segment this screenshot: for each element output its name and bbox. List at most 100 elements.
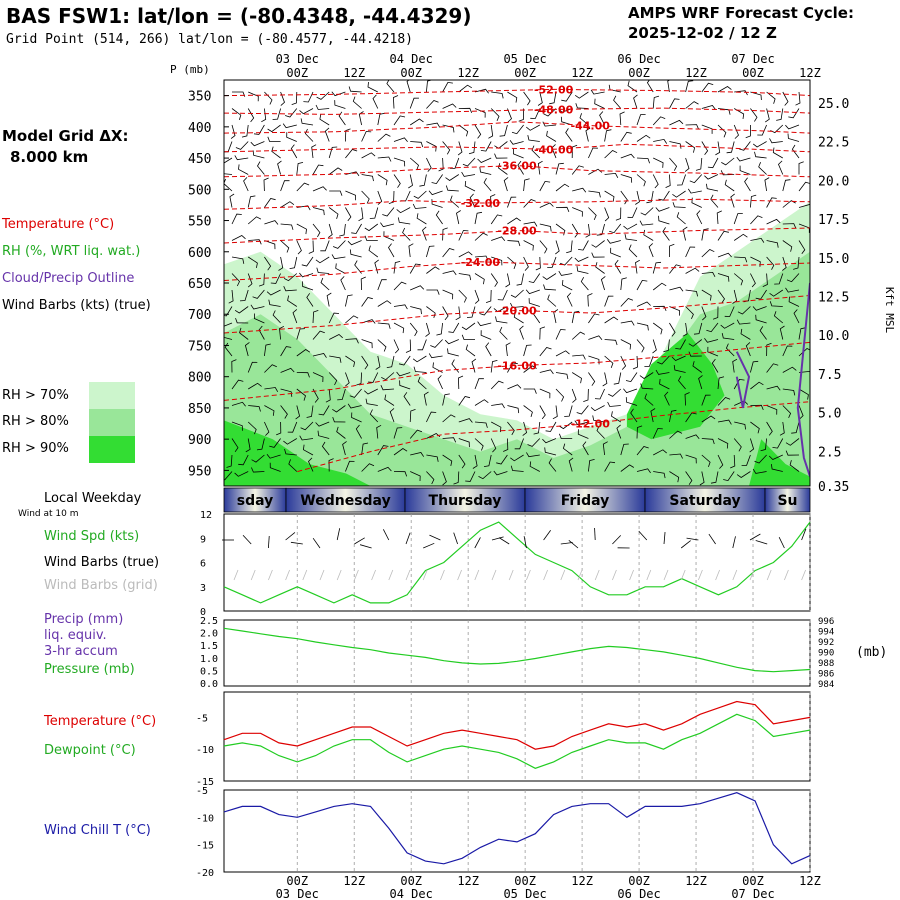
precip-tick-label: 1.5: [200, 641, 218, 652]
wind-barb: [566, 240, 573, 254]
wind-barb: [596, 425, 605, 439]
wind-barb: [448, 322, 460, 333]
wind-barb: [766, 385, 781, 391]
wind-barb: [789, 460, 800, 472]
wind-barb: [406, 80, 411, 93]
wind-barb: [505, 273, 511, 288]
wind-barb: [566, 292, 573, 307]
wind-barb: [636, 301, 651, 307]
wind-barb: [752, 306, 767, 311]
pressure-mb-tick-label: 990: [818, 649, 834, 659]
wind-barb: [507, 256, 517, 270]
wind-barb: [345, 207, 352, 222]
wind-barb: [652, 339, 657, 354]
wind-barb: [766, 91, 776, 104]
wind-barb: [235, 141, 249, 150]
wind-barb: [472, 454, 478, 469]
wind-barb: [733, 213, 743, 225]
height-tick-label: 25.0: [818, 97, 849, 112]
wind-barb: [571, 388, 577, 403]
wind-barb: [377, 322, 391, 329]
wind-barb: [555, 206, 570, 213]
wind-barb: [725, 343, 735, 357]
wind-barb: [361, 339, 373, 349]
wind-barb: [782, 179, 791, 192]
wind-barb: [224, 157, 233, 164]
wind-barb-true: [423, 542, 435, 549]
wind-barb: [306, 293, 314, 307]
wind-barb: [620, 174, 633, 183]
wind-barb-grid: [680, 569, 686, 581]
pressure-mb-tick-label: 992: [818, 638, 834, 648]
wind-barb: [555, 350, 570, 357]
wind-barb: [280, 201, 295, 208]
wind-barb: [546, 130, 557, 142]
wind-barb: [604, 129, 612, 142]
wind-barb: [571, 331, 585, 340]
time-tick-label-bottom: 00Z: [628, 874, 650, 888]
wind-barb-grid: [302, 569, 308, 581]
wind-barb: [717, 376, 725, 390]
legend-rh: RH (%, WRT liq. wat.): [2, 244, 141, 259]
wind-barb: [264, 364, 277, 373]
wind-barb: [393, 157, 406, 167]
temperature-contour: [224, 198, 810, 210]
wind-barb: [494, 141, 508, 149]
wind-barb: [764, 177, 770, 192]
wind-barb-grid: [766, 569, 772, 581]
weekday-label: Su: [777, 493, 797, 509]
wind-barb: [289, 256, 298, 269]
wind-barb: [239, 327, 249, 340]
wind-barb: [620, 339, 632, 350]
wind-barb: [701, 438, 715, 445]
wind-barb: [685, 454, 697, 464]
wind-barb: [640, 207, 654, 216]
temperature-contour-label: -20.00: [497, 304, 537, 317]
wind-barb: [706, 183, 719, 192]
wind-barb: [490, 438, 497, 453]
wind-barb: [465, 471, 476, 482]
wind-barb: [717, 230, 729, 241]
wind-barb: [785, 124, 800, 130]
wind-barb: [364, 223, 379, 232]
wind-chill-tick-label: -10: [196, 813, 214, 824]
wind-barb: [455, 306, 461, 321]
wind-barb: [750, 108, 758, 122]
wind-barb: [507, 91, 518, 103]
wind-barb: [393, 471, 408, 477]
wind-barb: [730, 193, 735, 208]
wind-barb: [682, 322, 688, 337]
wind-barb: [291, 91, 298, 105]
wind-speed-line: [223, 521, 811, 604]
wind-barb: [766, 218, 781, 225]
wind-barb-grid: [612, 569, 617, 581]
wind-barb: [490, 194, 496, 208]
wind-barb: [491, 236, 506, 241]
wind-barb: [630, 408, 638, 423]
wind-barb: [231, 213, 242, 225]
wind-barb: [734, 421, 746, 430]
wind-barb: [451, 359, 460, 373]
wind-barb: [607, 401, 621, 407]
pressure-tick-label: 750: [188, 339, 211, 354]
wind-barb: [608, 388, 622, 397]
wind-barb: [458, 289, 467, 303]
wind-barb: [752, 141, 767, 148]
pressure-mb-tick-label: 986: [818, 670, 834, 680]
wind-barb: [386, 80, 395, 93]
wind-barb: [410, 471, 421, 482]
wind-barb: [624, 234, 638, 241]
wind-barb-grid: [784, 569, 789, 581]
wind-barb: [757, 124, 767, 136]
pressure-tick-label: 550: [188, 215, 211, 230]
wind-barb: [744, 177, 751, 192]
wind-barb-true: [268, 536, 270, 549]
wind-barb: [266, 454, 281, 459]
wind-barb: [480, 330, 492, 340]
wind-barb: [737, 306, 751, 315]
wind-barb-true: [312, 537, 321, 549]
wind-barb: [408, 243, 414, 258]
wind-barb: [445, 185, 459, 192]
wind-barb: [615, 207, 622, 221]
wind-barb: [733, 124, 739, 139]
